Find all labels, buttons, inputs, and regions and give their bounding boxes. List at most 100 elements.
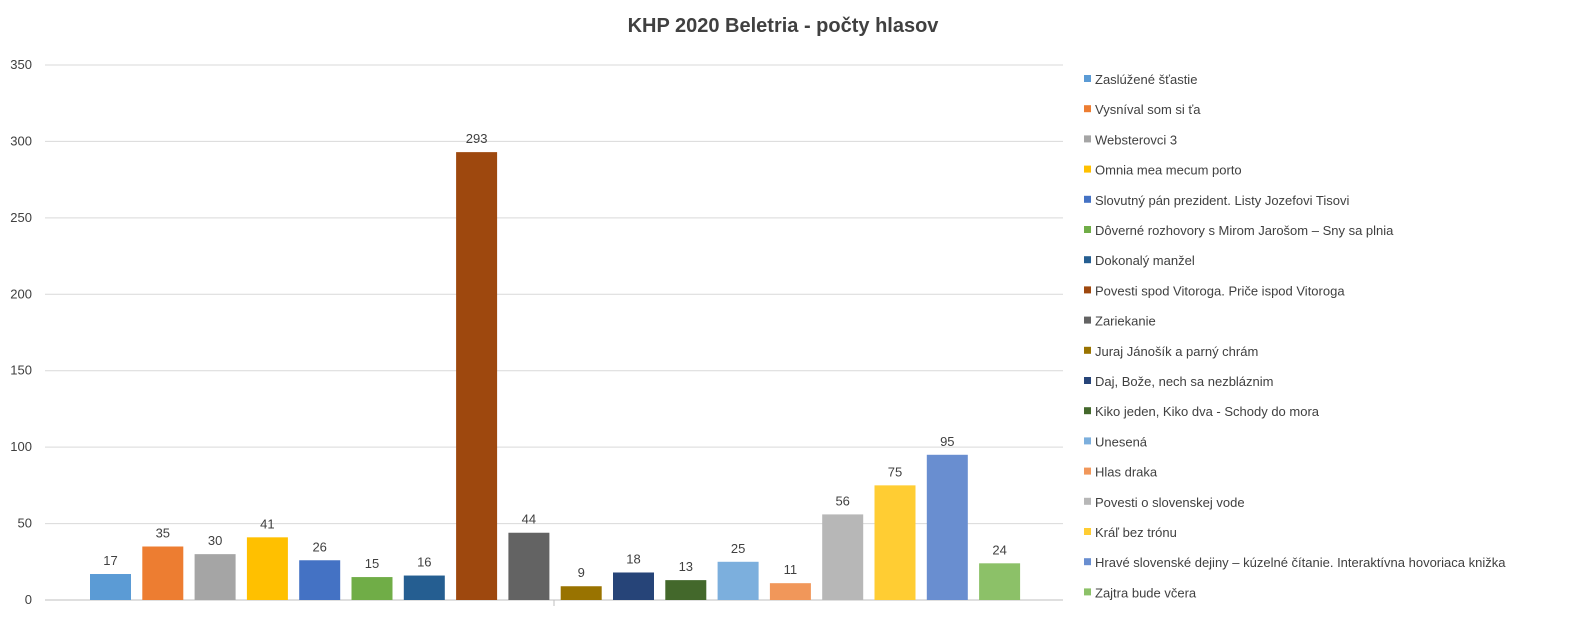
legend-swatch: [1084, 226, 1091, 233]
data-label: 25: [731, 541, 745, 556]
legend-swatch: [1084, 195, 1091, 203]
data-label: 18: [626, 551, 640, 566]
bar: [613, 572, 654, 600]
data-label: 75: [888, 464, 902, 479]
legend-label: Vysníval som si ťa: [1095, 102, 1201, 117]
legend-swatch: [1084, 467, 1091, 475]
legend: Zaslúžené šťastie Vysníval som si ťa Webst…: [1084, 72, 1506, 600]
legend-label: Povesti o slovenskej vode: [1095, 495, 1245, 510]
legend-label: Zariekanie: [1095, 314, 1156, 329]
data-label: 17: [103, 553, 117, 568]
legend-item: Zariekanie: [1084, 314, 1156, 329]
bars: [90, 152, 1021, 600]
legend-label: Daj, Bože, nech sa nezbláznim: [1095, 374, 1273, 389]
bar: [142, 546, 184, 600]
legend-label: Websterovci 3: [1095, 132, 1177, 147]
legend-swatch: [1084, 377, 1091, 384]
bar: [351, 577, 393, 600]
legend-swatch: [1084, 528, 1091, 535]
data-label: 44: [522, 512, 536, 527]
bar: [560, 586, 602, 600]
y-tick-label: 300: [10, 133, 32, 148]
legend-swatch: [1084, 346, 1091, 354]
legend-item: Hlas draka: [1084, 465, 1158, 480]
y-tick-label: 350: [10, 57, 32, 72]
legend-item: Kráľ bez trónu: [1084, 525, 1177, 540]
bar: [822, 514, 864, 600]
data-label: 293: [466, 131, 488, 146]
bar: [979, 563, 1021, 600]
legend-label: Juraj Jánošík a parný chrám: [1095, 344, 1258, 359]
legend-item: Juraj Jánošík a parný chrám: [1084, 344, 1258, 359]
data-label: 15: [365, 556, 379, 571]
legend-label: Unesená: [1095, 434, 1148, 449]
y-axis-ticks: 0 50 100 150 200 250 300 350: [10, 57, 32, 607]
legend-item: Povesti spod Vitoroga. Priče ispod Vitor…: [1084, 283, 1345, 298]
data-label: 35: [156, 526, 170, 541]
legend-item: Povesti o slovenskej vode: [1084, 495, 1245, 510]
bar: [717, 561, 759, 600]
data-labels: 17 35 30 41 26 15 16 293 44 9 18 13 25 11 56 75 95 24: [103, 131, 1007, 580]
legend-swatch: [1084, 437, 1091, 445]
bar: [456, 152, 498, 600]
y-tick-label: 200: [10, 286, 32, 301]
legend-swatch: [1084, 286, 1091, 294]
legend-item: Kiko jeden, Kiko dva - Schody do mora: [1084, 404, 1320, 419]
bar: [508, 532, 550, 600]
y-tick-label: 50: [18, 516, 32, 531]
legend-label: Omnia mea mecum porto: [1095, 163, 1242, 178]
legend-swatch: [1084, 588, 1091, 596]
legend-item: Dôverné rozhovory s Mirom Jarošom – Sny …: [1084, 223, 1394, 238]
legend-swatch: [1084, 256, 1091, 264]
bar: [769, 583, 811, 600]
legend-label: Dokonalý manžel: [1095, 253, 1195, 268]
data-label: 13: [679, 559, 693, 574]
data-label: 11: [784, 562, 798, 577]
chart-title: KHP 2020 Beletria - počty hlasov: [628, 15, 940, 37]
legend-item: Unesená: [1084, 434, 1148, 449]
legend-swatch: [1084, 497, 1091, 505]
legend-label: Kiko jeden, Kiko dva - Schody do mora: [1095, 404, 1320, 419]
legend-swatch: [1084, 165, 1091, 173]
legend-label: Slovutný pán prezident. Listy Jozefovi T…: [1095, 193, 1349, 208]
legend-swatch: [1084, 316, 1091, 324]
legend-label: Dôverné rozhovory s Mirom Jarošom – Sny …: [1095, 223, 1394, 238]
legend-item: Slovutný pán prezident. Listy Jozefovi T…: [1084, 193, 1349, 208]
legend-label: Povesti spod Vitoroga. Priče ispod Vitor…: [1095, 283, 1345, 298]
legend-swatch: [1084, 105, 1091, 113]
data-label: 95: [940, 434, 954, 449]
y-tick-label: 0: [25, 592, 32, 607]
legend-swatch: [1084, 558, 1091, 566]
y-tick-label: 250: [10, 210, 32, 225]
bar: [90, 574, 131, 600]
bar: [926, 454, 968, 600]
legend-item: Hravé slovenské dejiny – kúzelné čítanie…: [1084, 555, 1506, 570]
data-label: 26: [312, 539, 326, 554]
legend-swatch: [1084, 135, 1091, 143]
legend-item: Daj, Bože, nech sa nezbláznim: [1084, 374, 1273, 389]
data-label: 16: [417, 555, 431, 570]
bar: [403, 575, 445, 600]
legend-label: Kráľ bez trónu: [1095, 525, 1177, 540]
bar: [874, 485, 916, 600]
bar: [665, 580, 707, 600]
legend-item: Omnia mea mecum porto: [1084, 163, 1242, 178]
data-label: 56: [835, 493, 849, 508]
legend-item: Zajtra bude včera: [1084, 585, 1197, 600]
legend-swatch: [1084, 75, 1091, 82]
legend-item: Websterovci 3: [1084, 132, 1177, 147]
legend-label: Hravé slovenské dejiny – kúzelné čítanie…: [1095, 555, 1506, 570]
gridlines: [45, 64, 1063, 606]
data-label: 41: [260, 516, 274, 531]
legend-label: Hlas draka: [1095, 465, 1158, 480]
legend-item: Zaslúžené šťastie: [1084, 72, 1197, 87]
bar: [194, 554, 236, 600]
bar: [246, 537, 288, 600]
y-tick-label: 150: [10, 363, 32, 378]
bar: [299, 560, 341, 600]
legend-label: Zaslúžené šťastie: [1095, 72, 1197, 87]
y-tick-label: 100: [10, 439, 32, 454]
data-label: 9: [578, 565, 585, 580]
